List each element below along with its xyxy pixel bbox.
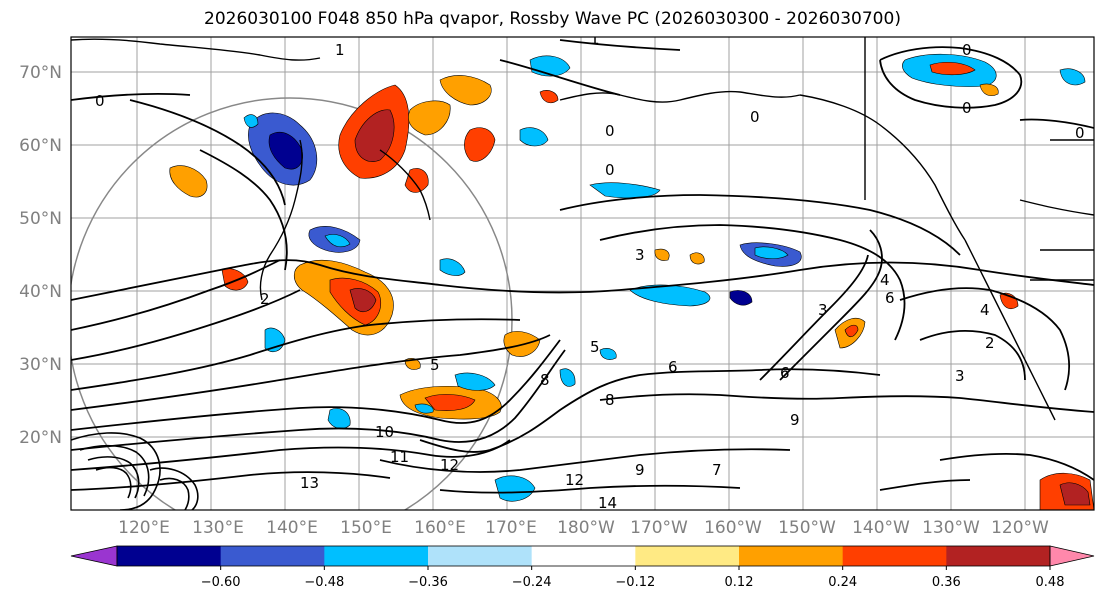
map-title: 2026030100 F048 850 hPa qvapor, Rossby W… [204,9,901,29]
colorbar-tick-label: 0.12 [725,575,754,590]
contour-label: 0 [605,161,615,179]
colorbar-segment [635,546,740,566]
contour-label: 0 [95,92,105,110]
lat-label: 40°N [19,282,62,302]
colorbar-border [116,545,1051,567]
contour-label: 6 [668,358,678,376]
colorbar-tick-label: −0.60 [201,575,241,590]
contour-label: 0 [750,108,760,126]
colorbar-tick-label: 0.48 [1036,575,1065,590]
contour-label: 0 [962,99,972,117]
contour-label: 13 [300,474,319,492]
lon-label: 140°E [266,518,318,538]
colorbar-tick-label: −0.36 [408,575,448,590]
contour-label: 8 [605,391,615,409]
colorbar-tick-label: 0.24 [828,575,857,590]
contour-label: 12 [440,456,459,474]
lon-label: 170°E [485,518,537,538]
contour-label: 12 [565,471,584,489]
qvapor-shading [169,53,1094,510]
contour-label: 11 [390,448,409,466]
colorbar-segment [842,546,947,566]
map-frame [70,36,1095,511]
contour-label: 0 [1075,124,1085,142]
contour-label: 6 [885,289,895,307]
colorbar-segment [220,546,325,566]
contour-label: 0 [605,122,615,140]
lat-label: 30°N [19,355,62,375]
colorbar-tick-label: −0.48 [304,575,344,590]
contour-label: 6 [780,364,790,382]
coastlines [71,37,1094,421]
lat-label: 20°N [19,428,62,448]
colorbar-segment [739,546,844,566]
contour-label: 5 [430,356,440,374]
colorbar: −0.60 −0.48 −0.36 −0.24 −0.12 0.12 0.24 0.36 0.4… [70,545,1095,590]
contour-label: 2 [260,290,270,308]
lon-label: 180°W [557,518,615,538]
lon-label: 120°E [118,518,170,538]
contour-label: 1 [335,41,345,59]
colorbar-extend-min [70,545,118,567]
lon-label: 150°E [340,518,392,538]
lat-label: 70°N [19,63,62,83]
contour-label: 7 [712,461,722,479]
colorbar-extend-max [1049,545,1095,567]
colorbar-tick-label: 0.36 [932,575,961,590]
lat-label: 60°N [19,136,62,156]
contour-label: 3 [635,246,645,264]
colorbar-segment [946,546,1051,566]
lon-label: 150°W [778,518,836,538]
contour-label: 4 [880,271,890,289]
lon-label: 140°W [852,518,910,538]
lon-label: 160°W [704,518,762,538]
contour-lines [71,39,1094,494]
contour-label: 5 [590,338,600,356]
contour-labels: 1 0 0 0 0 0 0 3 3 4 4 5 5 6 6 6 7 8 8 9 … [95,30,1085,512]
colorbar-segment [428,546,533,566]
lon-label: 130°W [922,518,980,538]
colorbar-tick-label: −0.24 [512,575,552,590]
contour-label: 3 [955,367,965,385]
contour-label: 10 [375,423,394,441]
contour-label: 9 [635,461,645,479]
contour-label: 2 [985,334,995,352]
lon-label: 170°W [630,518,688,538]
lon-label: 130°E [192,518,244,538]
contour-label: 3 [818,301,828,319]
contour-label: 8 [540,371,550,389]
contour-label: 4 [980,301,990,319]
colorbar-segment [531,546,636,566]
contour-label: 14 [598,494,617,512]
contour-cluster-southwest [71,432,199,510]
colorbar-tick-label: −0.12 [615,575,655,590]
contour-label: 9 [790,411,800,429]
lon-label: 160°E [414,518,466,538]
contour-label: 0 [962,41,972,59]
longitude-labels: 120°E 130°E 140°E 150°E 160°E 170°E 180°… [118,518,1049,538]
contour-label: 1 [590,30,600,48]
lat-label: 50°N [19,209,62,229]
lon-label: 120°W [991,518,1049,538]
colorbar-segment [324,546,429,566]
colorbar-segment [117,546,222,566]
latitude-labels: 70°N 60°N 50°N 40°N 30°N 20°N [19,63,62,448]
